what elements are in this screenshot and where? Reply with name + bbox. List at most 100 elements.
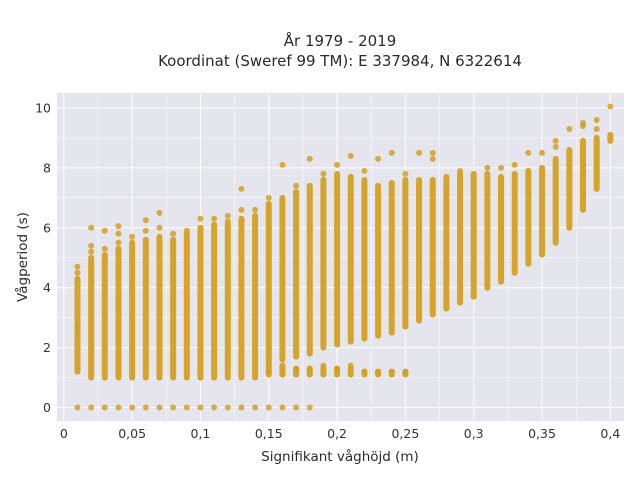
x-tick-label: 0,1 [191,426,211,441]
point-column [429,176,436,318]
point-column [484,170,491,291]
data-point [224,404,231,411]
data-point [416,149,423,156]
low-branch-column [347,365,354,378]
data-point [293,404,300,411]
point-column [238,215,245,381]
data-point [170,230,177,237]
x-tick-label: 0 [60,426,68,441]
data-point [252,206,259,213]
x-tick-label: 0,05 [118,426,146,441]
point-column [142,236,149,381]
data-point [101,245,108,252]
point-column [183,230,190,381]
point-column [470,170,477,300]
data-point [197,404,204,411]
data-point [211,215,218,222]
data-points [74,103,614,411]
low-branch-column [388,368,395,378]
data-point [156,224,163,231]
point-column [156,233,163,381]
point-column [580,137,587,213]
low-branch-column [265,362,272,378]
data-point [197,215,204,222]
point-column [361,176,368,342]
point-column [416,176,423,324]
point-column [607,131,614,144]
data-point [183,404,190,411]
y-tick-label: 2 [43,340,51,355]
point-column [224,218,231,381]
data-point [115,239,122,246]
x-axis-title: Signifikant våghöjd (m) [261,448,419,465]
point-column [129,239,136,381]
data-point [566,125,573,132]
point-column [539,164,546,258]
point-column [306,182,313,357]
point-column [525,167,532,267]
point-column [375,182,382,339]
data-point [88,224,95,231]
data-point [170,404,177,411]
data-point [156,209,163,216]
data-point [88,404,95,411]
data-point [279,404,286,411]
data-point [334,161,341,168]
y-tick-label: 10 [35,100,51,115]
point-column [566,146,573,231]
low-branch-column [306,365,313,378]
chart-title-line2: Koordinat (Sweref 99 TM): E 337984, N 63… [158,52,522,70]
point-column [443,173,450,312]
data-point [279,161,286,168]
data-point [511,161,518,168]
data-point [238,185,245,192]
data-point [361,167,368,174]
x-tick-label: 0,15 [255,426,283,441]
y-tick-labels: 0 2 4 6 8 10 [35,100,51,415]
data-point [293,182,300,189]
point-column [101,251,108,381]
data-point [265,404,272,411]
point-column [593,134,600,192]
chart-title-line1: År 1979 - 2019 [284,31,397,50]
data-point [552,137,559,144]
data-point [142,227,149,234]
y-tick-label: 0 [43,400,51,415]
data-point [552,143,559,150]
point-column [334,170,341,348]
data-point [252,404,259,411]
data-point [101,404,108,411]
data-point [88,248,95,255]
data-point [88,242,95,249]
data-point [74,263,81,270]
x-tick-labels: 0 0,05 0,1 0,15 0,2 0,25 0,3 0,35 0,4 [60,426,620,441]
data-point [498,164,505,171]
point-column [320,176,327,351]
data-point [388,149,395,156]
data-point [525,149,532,156]
point-column [388,179,395,336]
data-point [457,167,464,174]
point-column [511,170,518,276]
data-point [129,233,136,240]
data-point [156,404,163,411]
data-point [375,155,382,162]
data-point [580,119,587,126]
low-branch-column [279,362,286,378]
data-point [211,404,218,411]
point-column [498,173,505,285]
data-point [129,404,136,411]
y-tick-label: 8 [43,160,51,175]
y-tick-label: 4 [43,280,51,295]
data-point [306,404,313,411]
data-point [306,155,313,162]
data-point [183,227,190,234]
low-branch-column [293,365,300,378]
y-tick-label: 6 [43,220,51,235]
point-column [457,170,464,306]
x-tick-label: 0,25 [391,426,419,441]
point-column [279,194,286,363]
plot-area [57,93,624,421]
data-point [238,404,245,411]
